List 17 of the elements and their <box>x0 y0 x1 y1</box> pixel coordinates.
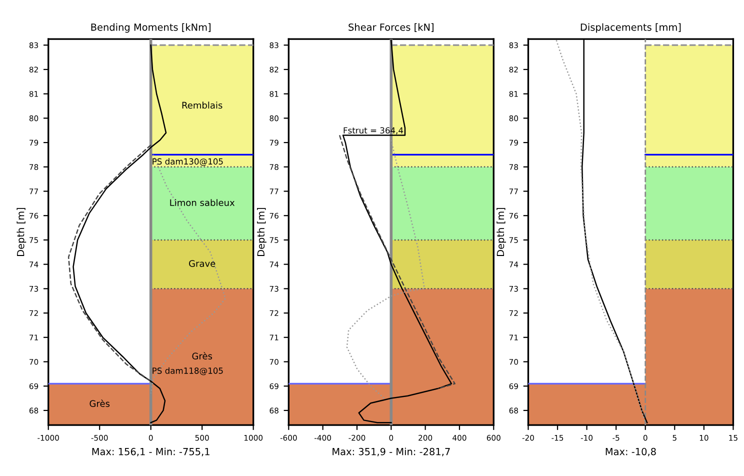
band-label: Limon sableux <box>170 199 235 206</box>
y-axis-title: Depth [m] <box>496 208 506 256</box>
annotation: Fstrut = 364,4 <box>344 127 404 134</box>
chart-title: Displacements [mm] <box>580 23 681 33</box>
x-axis-title: Max: 351,9 - Min: -281,7 <box>332 448 450 456</box>
chart-title: Shear Forces [kN] <box>348 23 434 32</box>
band-label: Grès <box>192 352 212 360</box>
y-axis-title: Depth [m] <box>16 208 26 256</box>
x-axis-title: Max: 156,1 - Min: -755,1 <box>92 448 210 456</box>
band-label: Grave <box>189 260 216 267</box>
y-axis-title: Depth [m] <box>257 208 266 256</box>
x-axis-title: Max: -10,8 <box>606 448 656 456</box>
band-label: Remblais <box>182 102 222 109</box>
chart-title: Bending Moments [kNm] <box>91 23 211 33</box>
annotation: PS dam118@105 <box>152 367 223 376</box>
annotation: PS dam130@105 <box>152 158 223 166</box>
band-label: Grès <box>90 400 110 407</box>
